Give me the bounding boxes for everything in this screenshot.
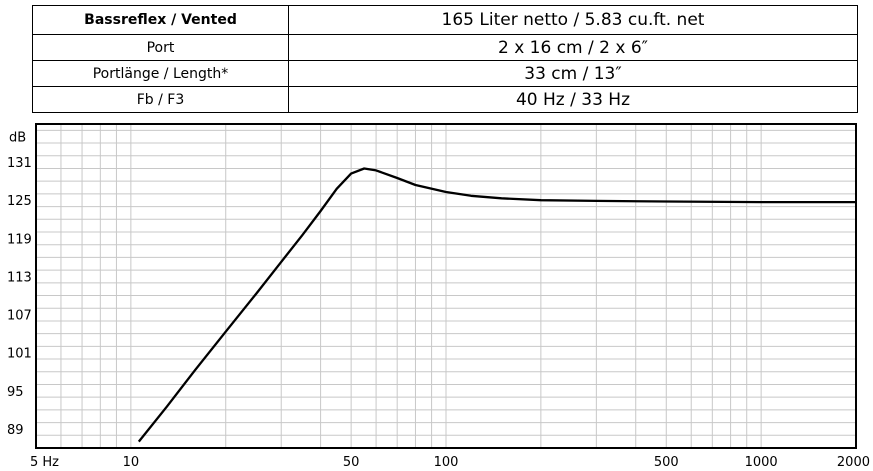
spec-value: 33 cm / 13″ xyxy=(288,60,858,87)
y-unit-label: dB xyxy=(9,131,26,146)
y-tick-label: 131 xyxy=(7,156,32,171)
x-tick-label: 5 Hz xyxy=(30,455,59,470)
spec-table: Bassreflex / Vented 165 Liter netto / 5.… xyxy=(32,5,858,113)
x-tick-label: 100 xyxy=(434,455,459,470)
spec-label: Bassreflex / Vented xyxy=(32,5,289,35)
spec-row-tuning: Fb / F3 40 Hz / 33 Hz xyxy=(32,86,858,113)
x-axis-labels: 5 Hz 10 50 100 500 1000 2000 xyxy=(30,455,870,470)
x-tick-label: 10 xyxy=(123,455,140,470)
spec-value: 2 x 16 cm / 2 x 6″ xyxy=(288,34,858,61)
x-tick-label: 500 xyxy=(654,455,679,470)
x-tick-label: 2000 xyxy=(837,455,870,470)
y-tick-label: 101 xyxy=(7,347,32,362)
spec-label: Port xyxy=(32,34,289,61)
y-tick-label: 113 xyxy=(7,270,32,285)
chart-series xyxy=(137,167,856,443)
spec-value: 165 Liter netto / 5.83 cu.ft. net xyxy=(288,5,858,35)
response-curve xyxy=(137,167,856,443)
x-tick-label: 50 xyxy=(343,455,360,470)
y-tick-label: 107 xyxy=(7,309,32,324)
frequency-response-chart: 89 95 101 107 113 119 125 131 dB 5 Hz 10 50 100 500 1… xyxy=(7,123,870,470)
x-tick-label: 1000 xyxy=(745,455,778,470)
y-tick-label: 95 xyxy=(7,385,24,400)
spec-value: 40 Hz / 33 Hz xyxy=(288,86,858,113)
spec-label: Fb / F3 xyxy=(32,86,289,113)
chart-grid xyxy=(36,124,856,448)
y-tick-label: 89 xyxy=(7,423,24,438)
spec-row-port: Port 2 x 16 cm / 2 x 6″ xyxy=(32,34,858,61)
y-tick-label: 119 xyxy=(7,232,32,247)
spec-row-port-length: Portlänge / Length* 33 cm / 13″ xyxy=(32,60,858,87)
y-axis-labels: 89 95 101 107 113 119 125 131 dB xyxy=(7,131,32,438)
spec-row-enclosure: Bassreflex / Vented 165 Liter netto / 5.… xyxy=(32,5,858,35)
spec-label: Portlänge / Length* xyxy=(32,60,289,87)
plot-frame xyxy=(35,123,857,449)
y-tick-label: 125 xyxy=(7,194,32,209)
